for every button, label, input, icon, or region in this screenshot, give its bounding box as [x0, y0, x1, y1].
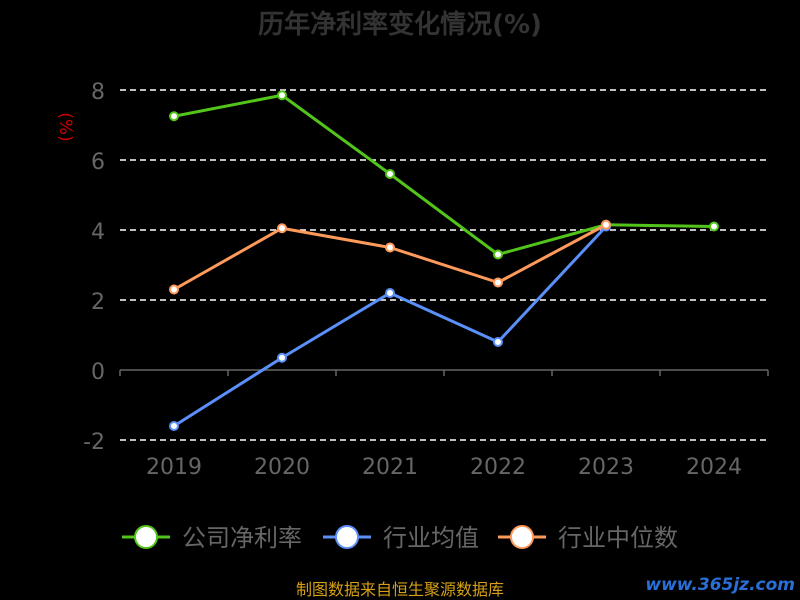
x-axis [119, 369, 769, 376]
data-point [493, 249, 503, 260]
legend-item: 行业中位数 [498, 524, 678, 552]
legend-item: 行业均值 [323, 524, 479, 552]
legend-marker [335, 525, 359, 549]
y-tick-label: 6 [91, 150, 105, 175]
legend: 公司净利率 行业均值 行业中位数 [122, 524, 678, 552]
legend-label: 公司净利率 [182, 524, 302, 552]
series-line [173, 93, 715, 256]
y-tick-label: 0 [91, 360, 105, 385]
data-point [385, 169, 395, 179]
data-point [385, 288, 395, 298]
watermark: www.365jz.com [645, 575, 795, 595]
y-tick-label: -2 [83, 430, 105, 455]
x-tick-label: 2022 [470, 455, 526, 480]
grid-lines [120, 89, 768, 441]
legend-item: 公司净利率 [122, 524, 302, 552]
series-line [173, 223, 607, 291]
x-tick-label: 2021 [362, 455, 418, 480]
x-axis-ticks: 2019 2020 2021 2022 2023 2024 [146, 455, 742, 480]
series-line [173, 225, 608, 428]
data-point [709, 221, 719, 232]
data-point [493, 337, 503, 347]
x-tick-label: 2024 [686, 455, 742, 480]
x-tick-label: 2019 [146, 455, 202, 480]
data-point [493, 277, 503, 288]
y-tick-label: 8 [91, 80, 105, 105]
y-axis-label: (%) [55, 112, 75, 141]
series-1 [169, 90, 719, 260]
data-point [277, 352, 287, 363]
legend-label: 行业中位数 [558, 524, 678, 552]
series-group [169, 90, 719, 431]
chart-title: 历年净利率变化情况(%) [258, 9, 542, 40]
data-point [277, 90, 287, 101]
data-point [385, 242, 395, 253]
legend-label: 行业均值 [383, 524, 479, 552]
data-point [169, 111, 179, 122]
data-point [169, 284, 179, 295]
y-tick-label: 2 [91, 290, 105, 315]
y-tick-label: 4 [91, 220, 105, 245]
data-point [277, 223, 287, 234]
data-point [169, 421, 179, 431]
y-axis-ticks: -2 0 2 4 6 8 [83, 80, 105, 455]
legend-marker [134, 525, 158, 549]
x-tick-label: 2020 [254, 455, 310, 480]
x-tick-label: 2023 [578, 455, 634, 480]
series-3 [169, 219, 611, 295]
source-footer: 制图数据来自恒生聚源数据库 [296, 580, 504, 599]
legend-marker [510, 525, 534, 549]
data-point [601, 219, 611, 230]
